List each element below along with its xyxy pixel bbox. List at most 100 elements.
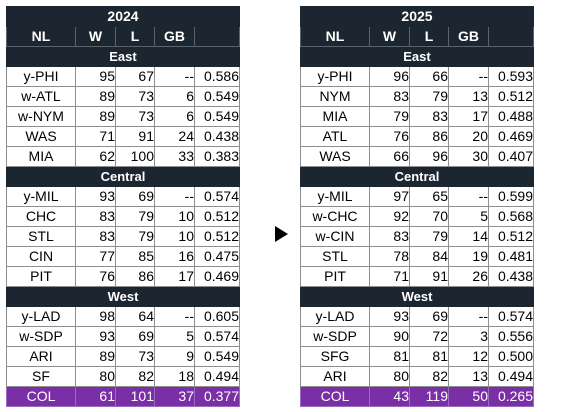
arrow-right-icon <box>275 226 288 242</box>
win-pct-value: 0.574 <box>194 186 240 207</box>
team-row: WAS 66 96 30 0.407 <box>300 146 534 167</box>
wins-value: 77 <box>75 246 116 267</box>
losses-value: 73 <box>115 346 155 367</box>
team-row: ARI 80 82 13 0.494 <box>300 366 534 387</box>
team-name: y-PHI <box>6 66 76 87</box>
wins-value: 66 <box>369 146 410 167</box>
wins-value: 90 <box>369 326 410 347</box>
games-back-header: GB <box>154 26 195 47</box>
win-pct-value: 0.605 <box>194 306 240 327</box>
team-name: WAS <box>6 126 76 147</box>
games-back-value: 10 <box>154 226 195 247</box>
team-name: ARI <box>300 366 370 387</box>
win-pct-value: 0.469 <box>488 126 534 147</box>
team-name: CIN <box>6 246 76 267</box>
losses-value: 82 <box>115 366 155 387</box>
wins-value: 93 <box>75 326 116 347</box>
team-row: w-SDP 90 72 3 0.556 <box>300 326 534 347</box>
wins-value: 83 <box>75 206 116 227</box>
team-row: w-NYM 89 73 6 0.549 <box>6 106 240 127</box>
division-name: West <box>6 286 240 307</box>
wins-value: 97 <box>369 186 410 207</box>
team-name: w-SDP <box>6 326 76 347</box>
wins-value: 89 <box>75 86 116 107</box>
wins-value: 71 <box>75 126 116 147</box>
losses-value: 72 <box>409 326 449 347</box>
games-back-value: 19 <box>448 246 489 267</box>
team-row: WAS 71 91 24 0.438 <box>6 126 240 147</box>
win-pct-value: 0.574 <box>194 326 240 347</box>
pct-header <box>194 26 240 47</box>
column-header-row: NL W L GB <box>6 26 240 47</box>
team-name: MIA <box>300 106 370 127</box>
win-pct-value: 0.438 <box>488 266 534 287</box>
team-row: PIT 71 91 26 0.438 <box>300 266 534 287</box>
win-pct-value: 0.593 <box>488 66 534 87</box>
games-back-value: 14 <box>448 226 489 247</box>
losses-value: 82 <box>409 366 449 387</box>
team-name: MIA <box>6 146 76 167</box>
team-name: COL <box>6 386 76 407</box>
games-back-value: 16 <box>154 246 195 267</box>
year-header-row: 2025 <box>300 6 534 27</box>
team-name: y-LAD <box>6 306 76 327</box>
team-name: PIT <box>6 266 76 287</box>
games-back-value: 24 <box>154 126 195 147</box>
team-row: SFG 81 81 12 0.500 <box>300 346 534 367</box>
losses-value: 81 <box>409 346 449 367</box>
games-back-value: 12 <box>448 346 489 367</box>
team-name: SFG <box>300 346 370 367</box>
games-back-value: 50 <box>448 386 489 407</box>
win-pct-value: 0.377 <box>194 386 240 407</box>
division-header-row: West <box>300 286 534 307</box>
team-name: NYM <box>300 86 370 107</box>
win-pct-value: 0.549 <box>194 106 240 127</box>
games-back-value: 9 <box>154 346 195 367</box>
games-back-value: -- <box>154 186 195 207</box>
team-row: ATL 76 86 20 0.469 <box>300 126 534 147</box>
losses-value: 67 <box>115 66 155 87</box>
wins-value: 81 <box>369 346 410 367</box>
division-header-row: East <box>300 46 534 67</box>
losses-value: 73 <box>115 86 155 107</box>
team-name: SF <box>6 366 76 387</box>
pct-header <box>488 26 534 47</box>
games-back-value: -- <box>448 186 489 207</box>
losses-value: 96 <box>409 146 449 167</box>
team-row: MIA 79 83 17 0.488 <box>300 106 534 127</box>
division-header-row: East <box>6 46 240 67</box>
team-name: w-NYM <box>6 106 76 127</box>
wins-value: 83 <box>369 226 410 247</box>
wins-value: 76 <box>75 266 116 287</box>
win-pct-value: 0.512 <box>488 226 534 247</box>
team-name: ARI <box>6 346 76 367</box>
team-name: y-MIL <box>300 186 370 207</box>
league-header: NL <box>6 26 76 47</box>
losses-value: 79 <box>409 86 449 107</box>
team-row: w-ATL 89 73 6 0.549 <box>6 86 240 107</box>
win-pct-value: 0.599 <box>488 186 534 207</box>
division-header-row: Central <box>6 166 240 187</box>
wins-value: 89 <box>75 346 116 367</box>
team-row: w-CHC 92 70 5 0.568 <box>300 206 534 227</box>
wins-value: 89 <box>75 106 116 127</box>
losses-value: 84 <box>409 246 449 267</box>
division-name: East <box>300 46 534 67</box>
losses-value: 70 <box>409 206 449 227</box>
losses-value: 79 <box>115 226 155 247</box>
losses-value: 79 <box>115 206 155 227</box>
games-back-value: 6 <box>154 106 195 127</box>
wins-value: 43 <box>369 386 410 407</box>
team-name: w-SDP <box>300 326 370 347</box>
team-name: y-PHI <box>300 66 370 87</box>
win-pct-value: 0.500 <box>488 346 534 367</box>
team-row: STL 78 84 19 0.481 <box>300 246 534 267</box>
team-name: y-LAD <box>300 306 370 327</box>
team-row: y-LAD 98 64 -- 0.605 <box>6 306 240 327</box>
wins-value: 92 <box>369 206 410 227</box>
games-back-value: 18 <box>154 366 195 387</box>
team-row: y-PHI 95 67 -- 0.586 <box>6 66 240 87</box>
wins-value: 78 <box>369 246 410 267</box>
team-row: CHC 83 79 10 0.512 <box>6 206 240 227</box>
win-pct-value: 0.438 <box>194 126 240 147</box>
